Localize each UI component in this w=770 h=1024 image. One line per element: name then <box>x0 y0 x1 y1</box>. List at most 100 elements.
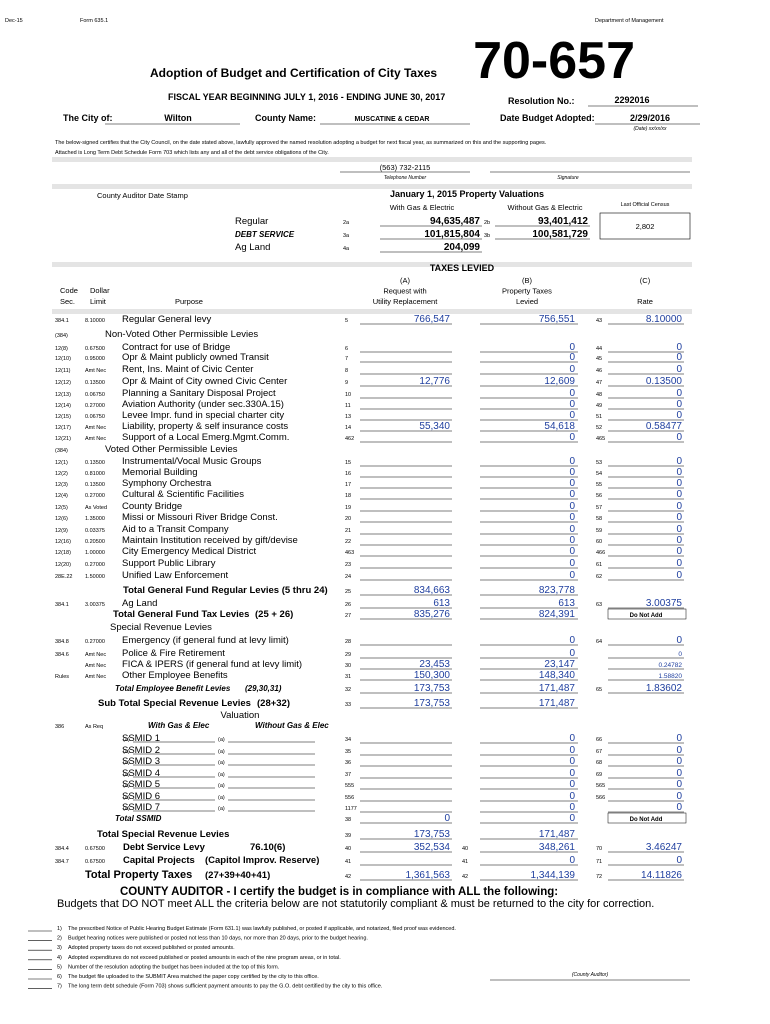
rate: 0 <box>676 352 682 363</box>
line-number: 466 <box>596 550 605 556</box>
column-header: Property Taxes <box>502 287 552 296</box>
dollar-limit: 0.27000 <box>85 562 105 568</box>
line-number: 61 <box>596 562 602 568</box>
rate: 0 <box>676 768 682 779</box>
line-number: 68 <box>596 760 602 766</box>
purpose: Missi or Missouri River Bridge Const. <box>122 512 278 523</box>
valuation: 94,635,487 <box>430 216 480 227</box>
field-tag: (a) <box>218 806 225 812</box>
code-section: 12(9) <box>55 528 68 534</box>
stamp-label: County Auditor Date Stamp <box>97 191 188 200</box>
taxes-levied: 0 <box>569 388 575 399</box>
line-number: 49 <box>596 403 602 409</box>
dollar-limit: 0.03375 <box>85 528 105 534</box>
date-format: (Date) xx/xx/xx <box>633 126 667 132</box>
line-number: 46 <box>596 368 602 374</box>
valuation: 93,401,412 <box>538 216 588 227</box>
column-header: (A) <box>400 276 411 285</box>
purpose: Liability, property & self insurance cos… <box>122 421 288 432</box>
line-number: 42 <box>345 874 351 880</box>
purpose: SSMID 7 <box>122 802 160 813</box>
request-amount: 173,753 <box>414 698 451 709</box>
purpose: Maintain Institution received by gift/de… <box>122 535 298 546</box>
line-number: 33 <box>345 702 351 708</box>
line-number: 38 <box>345 817 351 823</box>
code-section: 384.4 <box>55 846 69 852</box>
purpose: Opr & Maint of City owned Civic Center <box>122 376 287 387</box>
line-number: 2b <box>484 220 490 226</box>
code-section: 12(10) <box>55 356 71 362</box>
line-number: 63 <box>596 602 602 608</box>
column-label: Without Gas & Electric <box>507 203 582 212</box>
purpose: Other Employee Benefits <box>122 670 228 681</box>
purpose: Aid to a Transit Company <box>122 524 229 535</box>
line-number: 28 <box>345 639 351 645</box>
line-number: 4a <box>343 246 350 252</box>
line-number: 1177 <box>345 806 357 812</box>
rate: 0 <box>676 558 682 569</box>
total-label: Debt Service Levy <box>123 842 206 853</box>
line-number: 40 <box>462 846 468 852</box>
taxes-levied: 0 <box>569 456 575 467</box>
field-tag: (a) <box>218 737 225 743</box>
rate: 0 <box>676 388 682 399</box>
rate: 0.13500 <box>646 376 683 387</box>
phone: (563) 732-2115 <box>380 163 431 172</box>
request-amount: 0 <box>444 813 450 824</box>
department: Department of Management <box>595 18 664 24</box>
rate: 0 <box>676 745 682 756</box>
taxes-levied: 0 <box>569 410 575 421</box>
rate: 1.58820 <box>659 673 683 680</box>
line-number: 25 <box>345 589 351 595</box>
item-number: 1) <box>57 926 62 932</box>
line-number: 58 <box>596 516 602 522</box>
total-label: Capital Projects <box>123 855 195 866</box>
code-section: 12(16) <box>55 539 71 545</box>
line-number: 29 <box>345 652 351 658</box>
purpose: SSMID 1 <box>122 733 160 744</box>
purpose: SSMID 2 <box>122 745 160 756</box>
line-number: 23 <box>345 562 351 568</box>
purpose: FICA & IPERS (if general fund at levy li… <box>122 659 302 670</box>
rate: 3.00375 <box>646 598 683 609</box>
taxes-levied: 0 <box>569 635 575 646</box>
certification-heading: COUNTY AUDITOR - I certify the budget is… <box>120 886 558 898</box>
total-label: Total Special Revenue Levies <box>97 829 229 840</box>
column-header: Dollar <box>90 286 110 295</box>
dollar-limit: 3.00375 <box>85 602 105 608</box>
auditor-label: (County Auditor) <box>572 972 609 978</box>
taxes-levied: 54,618 <box>544 421 575 432</box>
county-label: County Name: <box>255 113 316 123</box>
rate: 1.83602 <box>646 683 683 694</box>
column-header: Utility Replacement <box>373 297 439 306</box>
line-number: 21 <box>345 528 351 534</box>
code-section: 12(12) <box>55 380 71 386</box>
line-number: 14 <box>345 425 351 431</box>
line-number: 16 <box>345 471 351 477</box>
taxes-levied: 756,551 <box>539 314 576 325</box>
rate: 14.11826 <box>641 870 682 881</box>
request-amount: 173,753 <box>414 829 451 840</box>
request-amount: 23,453 <box>419 659 450 670</box>
line-number: 11 <box>345 403 351 409</box>
formula: (Capitol Improv. Reserve) <box>205 855 319 866</box>
taxes-levied: 148,340 <box>539 670 576 681</box>
code-section: 12(3) <box>55 482 68 488</box>
taxes-levied: 0 <box>569 745 575 756</box>
line-number: 2a <box>343 220 350 226</box>
line-number: 59 <box>596 528 602 534</box>
dollar-limit: 0.27000 <box>85 493 105 499</box>
rate: 0.24782 <box>659 662 683 669</box>
code-section: (384) <box>55 333 68 339</box>
request-amount: 352,534 <box>414 842 451 853</box>
line-number: 556 <box>345 795 354 801</box>
dollar-limit: 0.67500 <box>85 859 105 865</box>
code-section: 12(4) <box>55 493 68 499</box>
purpose: Rent, Ins. Maint of Civic Center <box>122 364 253 375</box>
note: Do Not Add <box>630 613 663 619</box>
line-number: 18 <box>345 493 351 499</box>
taxes-levied: 0 <box>569 802 575 813</box>
dollar-limit: 0.06750 <box>85 414 105 420</box>
taxes-levied: 171,487 <box>539 683 576 694</box>
item-text: The prescribed Notice of Public Hearing … <box>68 926 456 932</box>
